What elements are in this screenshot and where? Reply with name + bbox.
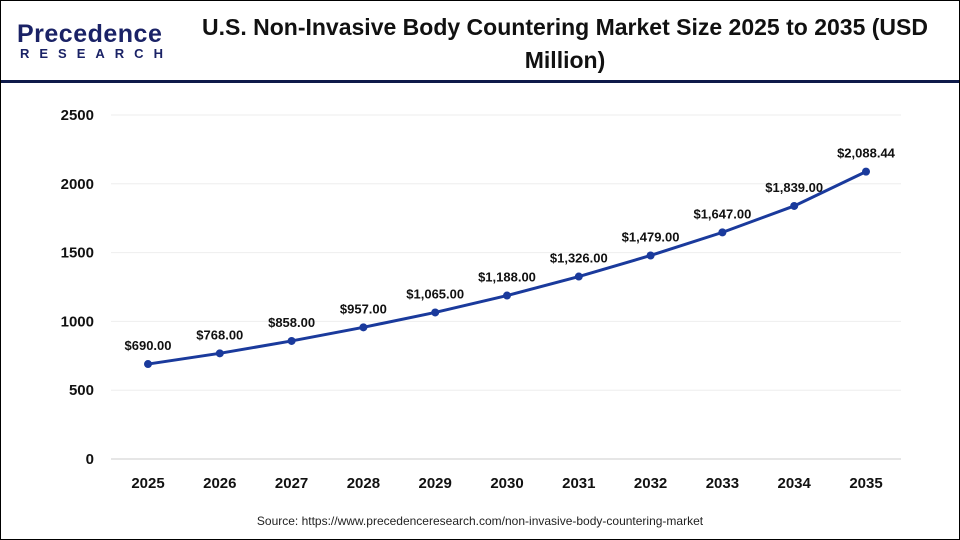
data-label: $957.00: [340, 301, 387, 316]
x-tick-label: 2032: [634, 475, 667, 492]
y-tick-label: 2500: [61, 107, 94, 124]
data-point: [215, 349, 224, 358]
data-label: $1,188.00: [478, 270, 536, 285]
data-point: [287, 336, 296, 345]
x-tick-label: 2031: [562, 475, 595, 492]
data-label: $690.00: [125, 338, 172, 353]
x-tick-label: 2033: [706, 475, 739, 492]
x-tick-label: 2035: [849, 475, 882, 492]
data-label: $768.00: [196, 327, 243, 342]
data-point: [718, 228, 727, 237]
data-point: [144, 360, 152, 369]
x-tick-label: 2030: [490, 475, 523, 492]
logo-main: Precedence: [17, 20, 163, 48]
source-note: Source: https://www.precedenceresearch.c…: [256, 514, 704, 528]
x-tick-label: 2028: [347, 475, 380, 492]
x-tick-label: 2029: [419, 475, 452, 492]
data-label: $1,065.00: [406, 286, 464, 301]
data-point: [790, 201, 799, 210]
y-tick-label: 0: [86, 451, 94, 468]
logo: Precedence RESEARCH: [17, 21, 173, 61]
data-label: $1,839.00: [765, 180, 823, 195]
data-label: $1,326.00: [550, 251, 608, 266]
x-tick-label: 2027: [275, 475, 308, 492]
data-point: [862, 167, 870, 176]
y-tick-label: 500: [69, 382, 94, 399]
data-label: $1,647.00: [693, 206, 751, 221]
series-line: [147, 170, 867, 366]
chart-title: U.S. Non-Invasive Body Countering Market…: [202, 14, 928, 73]
x-tick-label: 2026: [203, 475, 236, 492]
logo-sub: RESEARCH: [20, 46, 173, 61]
data-point: [359, 323, 368, 332]
data-point: [574, 272, 583, 281]
data-point: [646, 251, 655, 260]
x-tick-label: 2034: [778, 475, 812, 492]
x-tick-label: 2025: [131, 475, 164, 492]
data-label: $858.00: [268, 315, 315, 330]
header: Precedence RESEARCH U.S. Non-Invasive Bo…: [1, 1, 959, 83]
data-label: $1,479.00: [622, 229, 680, 244]
data-label: $2,088.44: [837, 146, 896, 161]
data-point: [431, 308, 440, 317]
data-point: [503, 291, 511, 300]
y-tick-label: 1500: [61, 245, 94, 262]
y-tick-label: 1000: [61, 313, 94, 330]
y-tick-label: 2000: [61, 176, 94, 193]
